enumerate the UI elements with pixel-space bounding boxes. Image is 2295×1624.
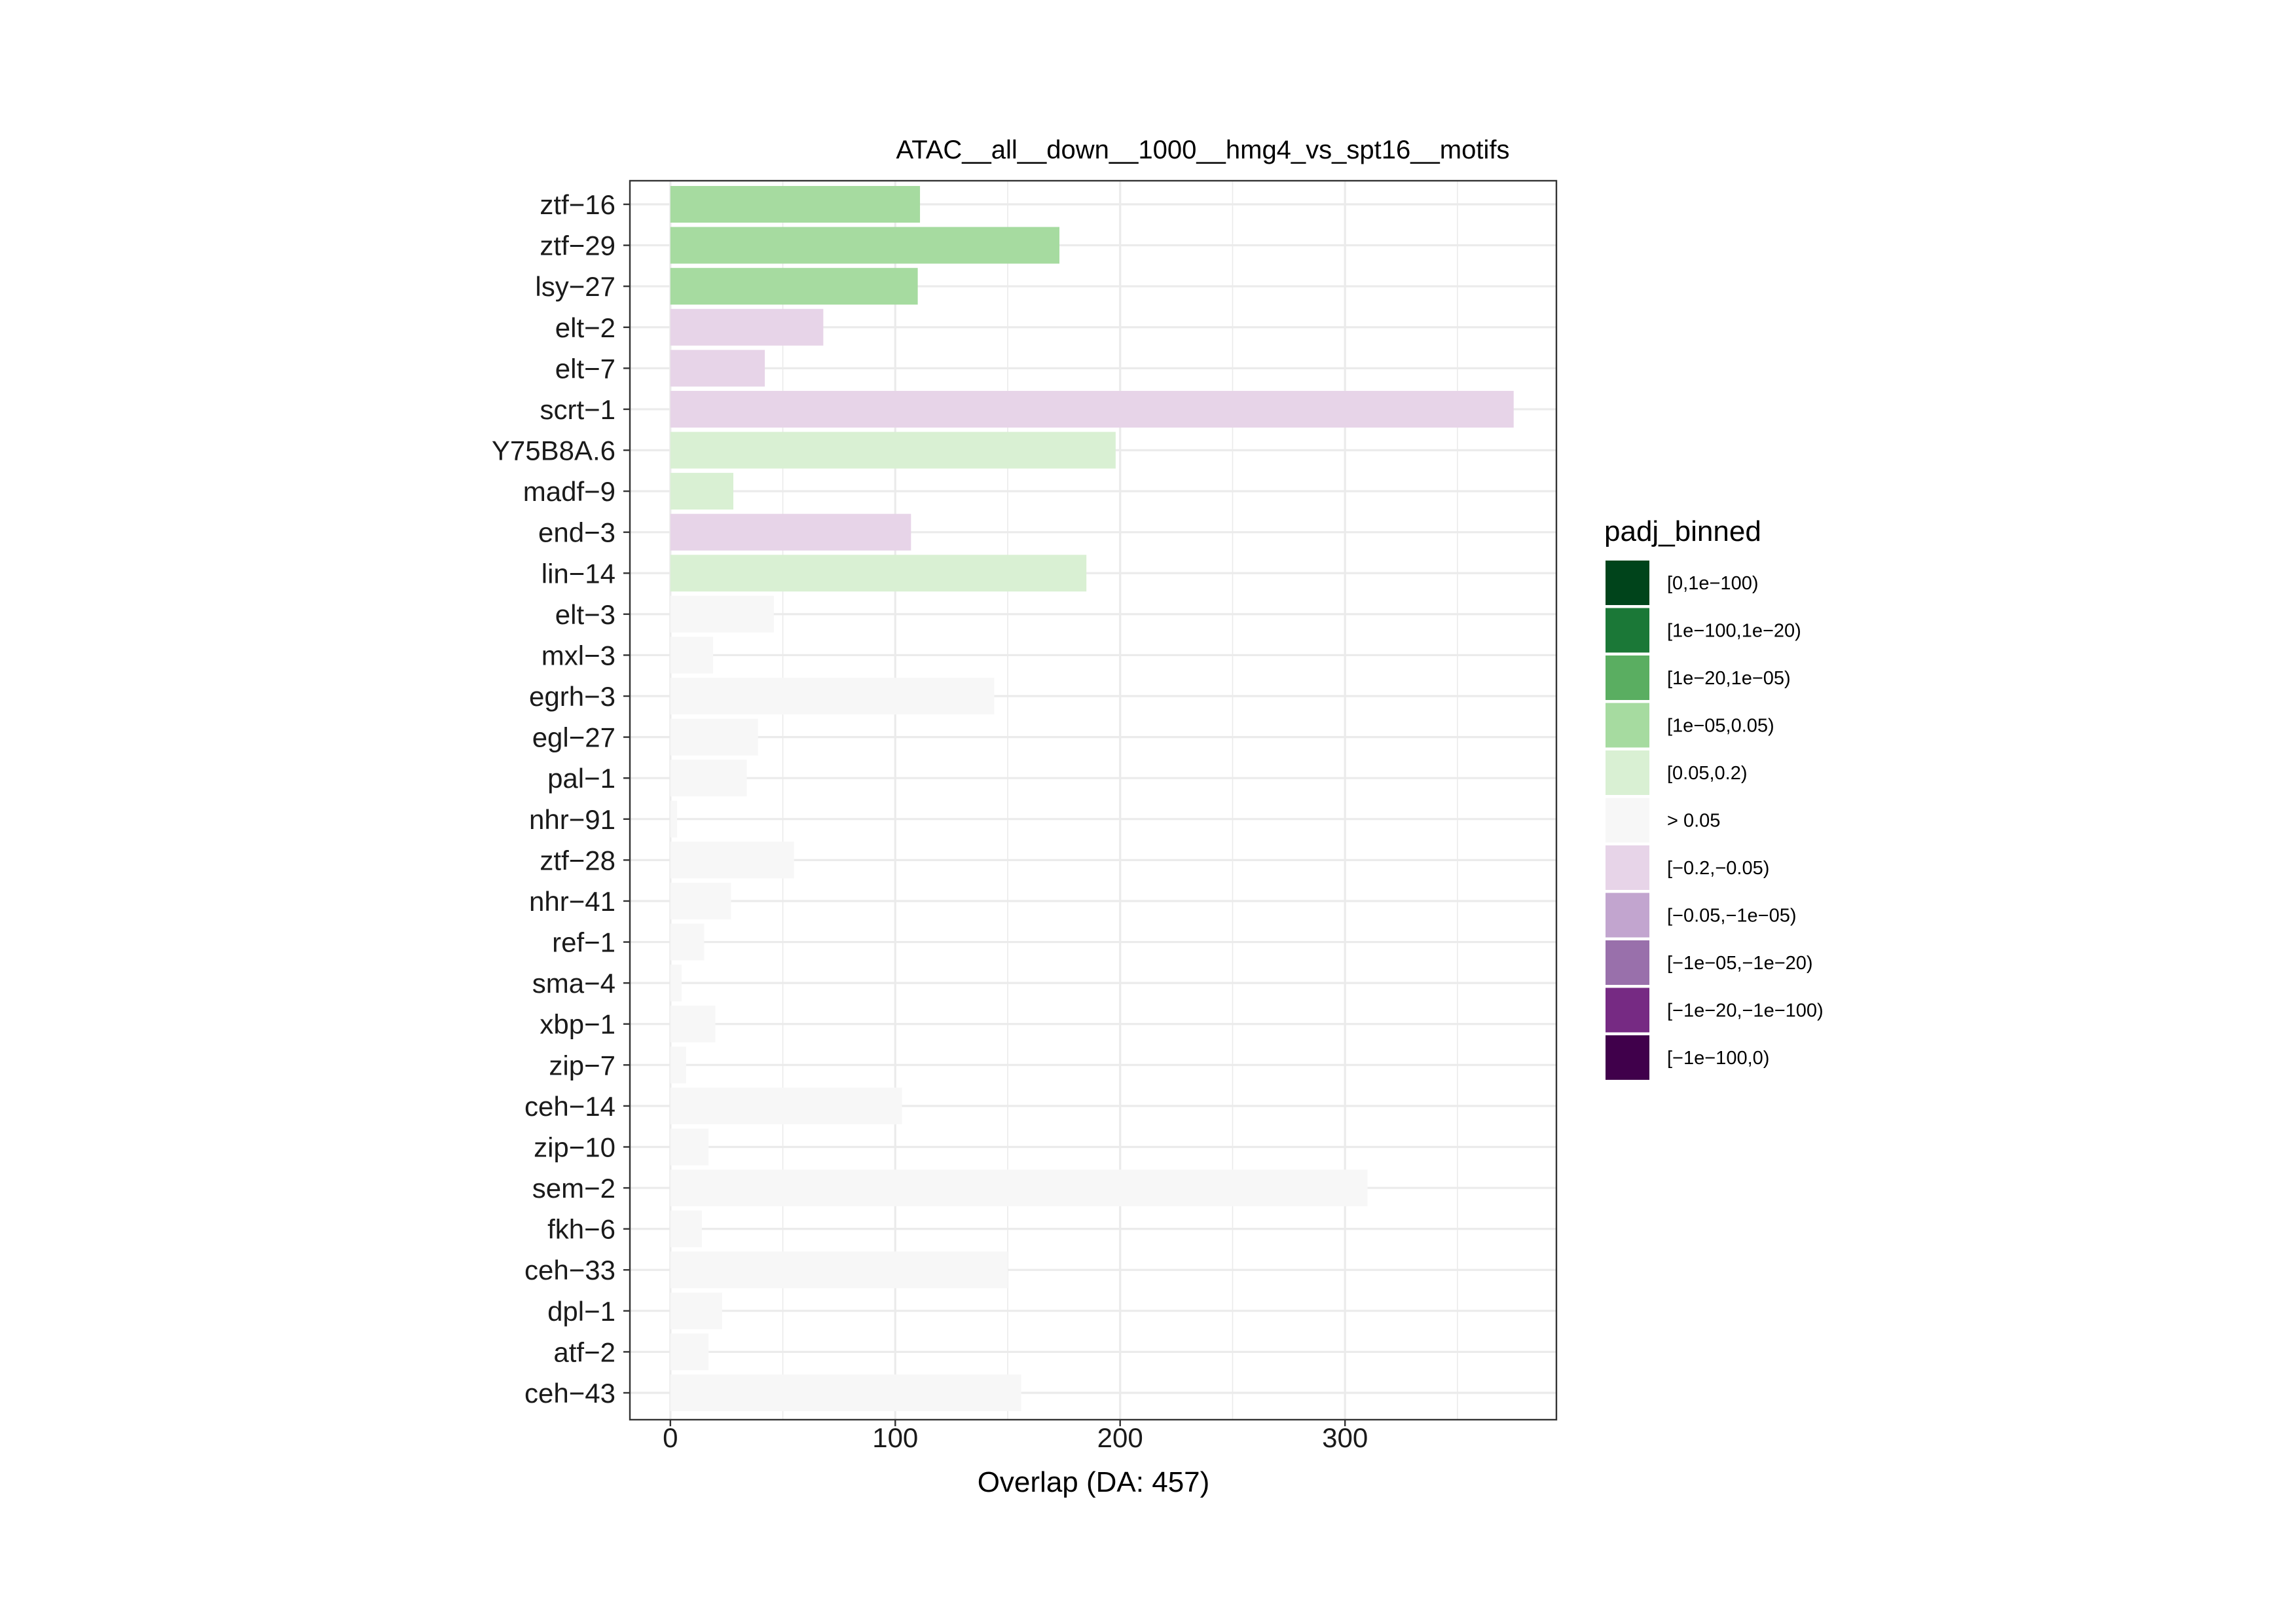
- category-label: mxl−3: [542, 640, 615, 671]
- category-label: zip−10: [534, 1132, 615, 1162]
- legend-label: [−1e−100,0): [1667, 1048, 1769, 1069]
- category-label: egl−27: [532, 722, 615, 753]
- category-label: ceh−14: [524, 1091, 615, 1122]
- category-label: madf−9: [523, 476, 615, 507]
- category-label: elt−2: [555, 312, 615, 343]
- category-label: ceh−33: [524, 1255, 615, 1285]
- category-label: ceh−43: [524, 1378, 615, 1409]
- bar: [670, 924, 705, 961]
- bar: [670, 1006, 716, 1043]
- chart-title: ATAC__all__down__1000__hmg4_vs_spt16__mo…: [896, 136, 1510, 164]
- category-label: scrt−1: [540, 394, 615, 425]
- bar: [670, 268, 918, 304]
- category-label: ztf−29: [540, 231, 615, 261]
- category-label: ztf−28: [540, 845, 615, 876]
- legend-label: [1e−20,1e−05): [1667, 668, 1791, 689]
- bar: [670, 514, 911, 551]
- category-label: atf−2: [553, 1337, 615, 1367]
- category-label: nhr−41: [529, 886, 615, 917]
- legend-key: [1606, 845, 1649, 890]
- legend-label: [−0.2,−0.05): [1667, 858, 1769, 879]
- category-label: egrh−3: [529, 681, 615, 712]
- legend-label: [0,1e−100): [1667, 573, 1758, 594]
- category-label: ztf−16: [540, 189, 615, 220]
- category-labels: ztf−16 ztf−29 lsy−27 elt−2 elt−7 scrt−1 Y75B8A…: [492, 189, 630, 1409]
- bar: [670, 1170, 1368, 1206]
- bar: [670, 678, 995, 714]
- category-label: xbp−1: [540, 1009, 615, 1040]
- bar: [670, 1375, 1021, 1411]
- bar: [670, 883, 731, 919]
- legend-key: [1606, 561, 1649, 605]
- category-label: dpl−1: [547, 1296, 615, 1327]
- bar: [670, 1251, 1008, 1288]
- category-label: sem−2: [532, 1173, 615, 1204]
- category-label: lin−14: [542, 558, 615, 589]
- legend-key: [1606, 1035, 1649, 1080]
- category-label: elt−7: [555, 353, 615, 384]
- legend-label: [1e−05,0.05): [1667, 716, 1774, 737]
- bar: [670, 637, 713, 673]
- bar: [670, 801, 677, 838]
- x-axis-title: Overlap (DA: 457): [978, 1466, 1210, 1498]
- legend-label: > 0.05: [1667, 811, 1720, 832]
- bar: [670, 965, 682, 1001]
- category-label: nhr−91: [529, 804, 615, 835]
- x-tick-label: 0: [663, 1422, 678, 1453]
- legend-key: [1606, 893, 1649, 938]
- legend-label: [0.05,0.2): [1667, 763, 1748, 784]
- bar: [670, 596, 774, 633]
- category-label: fkh−6: [547, 1214, 615, 1245]
- bar: [670, 309, 824, 346]
- bar: [670, 473, 733, 509]
- legend-key: [1606, 988, 1649, 1033]
- legend-key: [1606, 608, 1649, 653]
- legend-label: [−0.05,−1e−05): [1667, 906, 1797, 927]
- x-tick-label: 300: [1322, 1422, 1368, 1453]
- bar: [670, 227, 1059, 264]
- bar: [670, 350, 765, 386]
- category-label: pal−1: [547, 763, 615, 794]
- category-label: zip−7: [549, 1050, 615, 1080]
- legend-label: [1e−100,1e−20): [1667, 621, 1801, 642]
- legend-key: [1606, 703, 1649, 748]
- bar: [670, 432, 1116, 469]
- x-tick-label: 100: [872, 1422, 918, 1453]
- bar: [670, 1046, 686, 1083]
- bar: [670, 760, 747, 796]
- bar: [670, 1128, 708, 1165]
- category-label: lsy−27: [535, 271, 615, 302]
- bar: [670, 555, 1086, 591]
- category-label: elt−3: [555, 599, 615, 630]
- legend-title: padj_binned: [1604, 515, 1761, 547]
- bar: [670, 841, 794, 878]
- bar: [670, 391, 1514, 428]
- legend: padj_binned [0,1e−100) [1e−100,1e−20) [1e−…: [1604, 515, 1824, 1080]
- plot-panel: [630, 181, 1556, 1420]
- legend-label: [−1e−05,−1e−20): [1667, 953, 1813, 974]
- legend-key: [1606, 798, 1649, 843]
- bar: [670, 1293, 722, 1329]
- bar: [670, 1088, 902, 1124]
- x-axis-ticks: 0 100 200 300: [663, 1420, 1368, 1453]
- bar: [670, 1211, 702, 1247]
- legend-key: [1606, 655, 1649, 700]
- category-label: end−3: [538, 517, 615, 548]
- category-label: ref−1: [552, 927, 615, 958]
- bar: [670, 186, 920, 223]
- bar: [670, 719, 758, 756]
- legend-key: [1606, 940, 1649, 985]
- bar: [670, 1333, 708, 1370]
- legend-label: [−1e−20,−1e−100): [1667, 1001, 1824, 1022]
- category-label: Y75B8A.6: [492, 435, 615, 466]
- category-label: sma−4: [532, 968, 615, 999]
- legend-key: [1606, 750, 1649, 795]
- x-tick-label: 200: [1097, 1422, 1143, 1453]
